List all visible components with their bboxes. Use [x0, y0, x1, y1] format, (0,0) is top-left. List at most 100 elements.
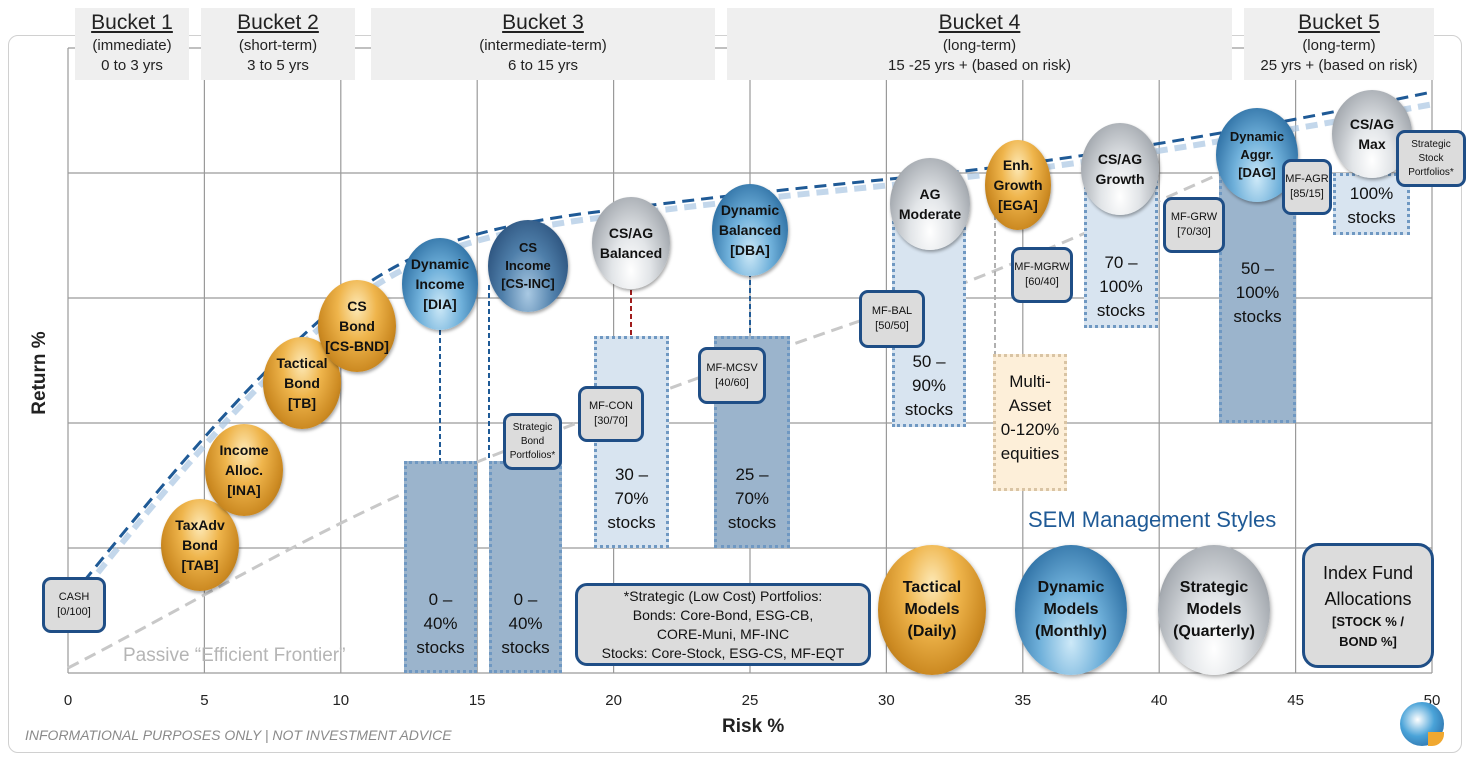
x-tick-label: 35 [1014, 692, 1032, 709]
text-line: Portfolios* [1408, 166, 1454, 178]
text-line: Models [1186, 601, 1242, 618]
text-line: *Strategic (Low Cost) Portfolios: [623, 587, 823, 604]
text-line: stocks [1096, 301, 1146, 320]
text-line: Models [1043, 601, 1099, 618]
text-line: 0 – [428, 590, 453, 609]
x-tick-label: 45 [1287, 692, 1304, 709]
fund-box[interactable]: MF-MCSV [40/60] [698, 347, 766, 404]
text-line: 70% [734, 489, 770, 508]
model-oval[interactable]: AG Moderate [890, 158, 970, 250]
model-oval[interactable]: Income Alloc. [INA] [205, 424, 283, 516]
text-line: 90% [911, 376, 947, 395]
text-line: [CS-BND] [325, 338, 389, 354]
x-tick-label: 10 [332, 692, 350, 709]
text-line: Tactical [276, 355, 328, 371]
fund-box[interactable]: MF-MGRW [60/40] [1011, 247, 1073, 303]
text-line: 70 – [1104, 253, 1138, 272]
text-line: [40/60] [715, 376, 749, 389]
text-line: (Quarterly) [1173, 623, 1255, 640]
allocation-range-bar: 0 – 40% stocks [489, 461, 562, 673]
legend-style-circle: Dynamic Models (Monthly) [1015, 545, 1127, 675]
text-line: Bond [339, 318, 375, 334]
text-line: Strategic [1179, 579, 1249, 596]
model-oval[interactable]: Dynamic Aggr. [DAG] [1216, 108, 1298, 202]
fund-box[interactable]: MF-CON [30/70] [578, 386, 644, 442]
text-line: [TB] [288, 395, 316, 411]
bucket-sub: (long-term) [1302, 37, 1376, 54]
bucket-range: 3 to 5 yrs [247, 57, 309, 74]
bucket-range: 0 to 3 yrs [101, 57, 163, 74]
model-oval[interactable]: CS Income [CS-INC] [488, 220, 568, 312]
company-logo [1400, 702, 1444, 746]
text-line: [60/40] [1025, 276, 1059, 288]
x-axis-label: Risk % [722, 716, 785, 737]
bucket-header-3: Bucket 3 (intermediate-term) 6 to 15 yrs [371, 8, 715, 80]
text-line: [DBA] [730, 242, 770, 258]
text-line: Dynamic [1229, 129, 1285, 144]
bucket-sub: (immediate) [92, 37, 172, 54]
fund-box[interactable]: Strategic Stock Portfolios* [1396, 130, 1466, 187]
text-line: CS/AG [1097, 151, 1143, 167]
text-line: MF-MGRW [1014, 261, 1070, 273]
model-oval[interactable]: CS/AG Growth [1081, 123, 1159, 215]
text-line: stocks [904, 400, 954, 419]
bucket-title: Bucket 5 [1298, 11, 1380, 34]
passive-frontier-label: Passive “Efficient Frontier” [123, 645, 346, 666]
text-line: Bond [284, 375, 320, 391]
model-oval[interactable]: TaxAdv Bond [TAB] [161, 499, 239, 591]
text-line: [DAG] [1238, 165, 1276, 180]
text-line: stocks [1233, 307, 1282, 326]
text-line: Dynamic [1037, 579, 1105, 596]
text-line: stocks [501, 638, 550, 657]
text-line: MF-AGR [1285, 173, 1329, 185]
legend-title: SEM Management Styles [1028, 507, 1277, 532]
text-line: [50/50] [875, 320, 909, 332]
legend-style-circle: Strategic Models (Quarterly) [1158, 545, 1270, 675]
text-line: 25 – [735, 465, 769, 484]
text-line: Income [415, 276, 465, 292]
text-line: Enh. [1002, 157, 1034, 173]
text-line: Bonds: Core-Bond, ESG-CB, [632, 606, 814, 623]
allocation-range-bar: 70 – 100% stocks [1084, 173, 1158, 328]
text-line: Bond [182, 537, 218, 553]
bucket-title: Bucket 4 [938, 11, 1021, 34]
bucket-header-1: Bucket 1 (immediate) 0 to 3 yrs [75, 8, 189, 80]
model-oval[interactable]: CS Bond [CS-BND] [318, 280, 396, 372]
bucket-header-2: Bucket 2 (short-term) 3 to 5 yrs [201, 8, 355, 80]
text-line: Index Fund [1322, 562, 1414, 583]
bucket-title: Bucket 2 [237, 11, 319, 34]
fund-box[interactable]: CASH [0/100] [42, 577, 106, 633]
text-line: Strategic [512, 421, 553, 433]
text-line: [CS-INC] [501, 276, 555, 291]
model-oval[interactable]: Enh. Growth [EGA] [985, 140, 1051, 230]
text-line: Stocks: Core-Stock, ESG-CS, MF-EQT [601, 644, 845, 661]
text-line: [EGA] [998, 197, 1038, 213]
text-line: Bond [520, 435, 545, 447]
legend-index-fund-box: Index Fund Allocations [STOCK % / BOND %] [1302, 543, 1434, 668]
text-line: CS [518, 240, 538, 255]
text-line: [30/70] [594, 415, 628, 427]
text-line: Balanced [718, 222, 782, 238]
x-tick-label: 20 [605, 692, 622, 709]
text-line: Multi- [1009, 371, 1051, 391]
text-line: Max [1358, 136, 1386, 152]
allocation-range-bar: 0 – 40% stocks [404, 461, 477, 673]
allocation-range-bar: 30 – 70% stocks [594, 336, 669, 548]
text-line: 0-120% [1000, 419, 1060, 439]
bucket-title: Bucket 3 [502, 11, 584, 34]
text-line: CORE-Muni, MF-INC [656, 625, 790, 642]
fund-box[interactable]: Strategic Bond Portfolios* [503, 413, 562, 470]
bucket-sub: (intermediate-term) [479, 37, 607, 54]
model-oval[interactable]: Dynamic Income [DIA] [402, 238, 478, 330]
model-oval[interactable]: Dynamic Balanced [DBA] [712, 184, 788, 276]
fund-box[interactable]: MF-GRW [70/30] [1163, 197, 1225, 253]
text-line: Models [904, 601, 960, 618]
model-oval[interactable]: CS/AG Balanced [592, 197, 670, 289]
text-line: CS/AG [608, 225, 654, 241]
text-line: [0/100] [57, 606, 91, 618]
fund-box[interactable]: MF-BAL [50/50] [859, 290, 925, 348]
text-line: stocks [607, 513, 656, 532]
text-line: 100% [1099, 277, 1143, 296]
fund-box[interactable]: MF-AGR [85/15] [1282, 159, 1332, 215]
x-tick-label: 15 [468, 692, 486, 709]
